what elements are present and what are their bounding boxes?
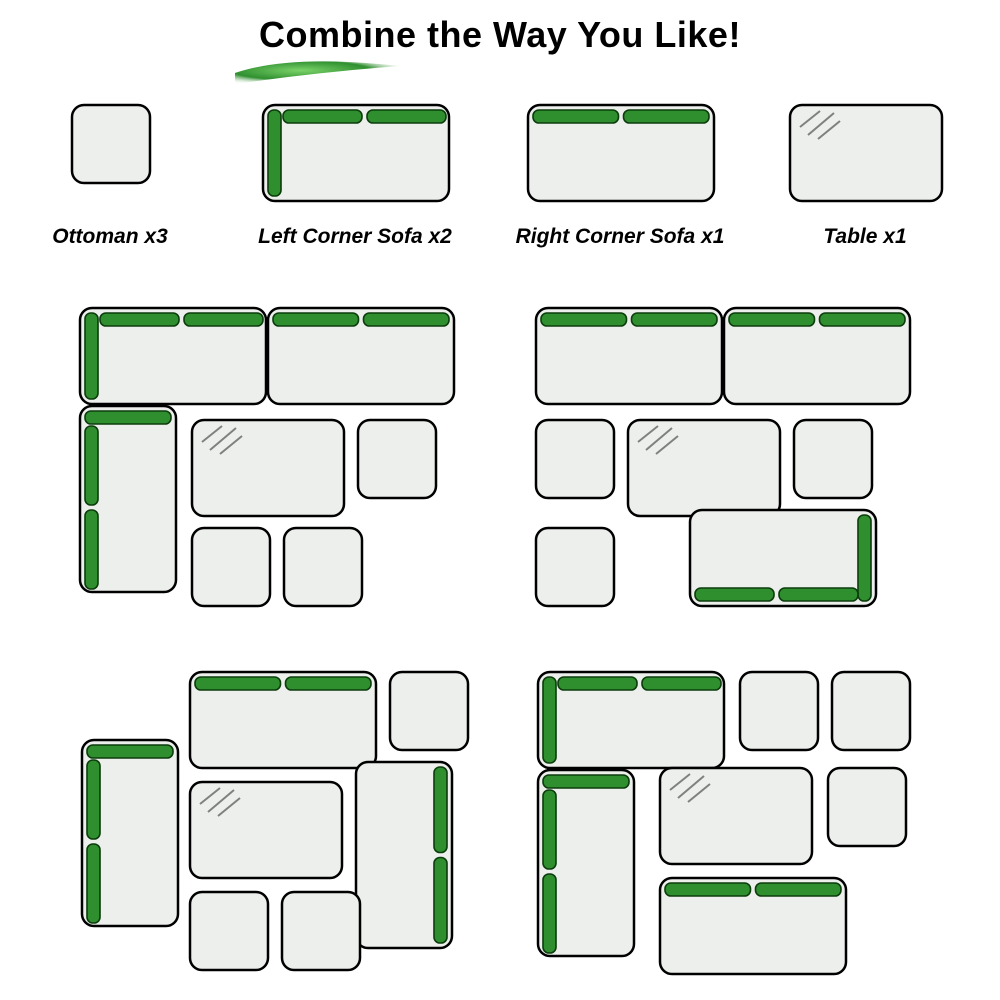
piece-label: Ottoman x3 bbox=[0, 225, 230, 249]
piece-label: Left Corner Sofa x2 bbox=[235, 225, 475, 249]
table bbox=[192, 420, 344, 516]
piece-label: Right Corner Sofa x1 bbox=[500, 225, 740, 249]
table bbox=[628, 420, 780, 516]
ottoman bbox=[72, 105, 150, 183]
left-sofa bbox=[263, 105, 449, 201]
ottoman bbox=[536, 528, 614, 606]
right-sofa bbox=[536, 308, 722, 404]
right-sofa bbox=[268, 308, 454, 404]
table bbox=[660, 768, 812, 864]
table bbox=[790, 105, 942, 201]
left-sofa-vertical bbox=[80, 406, 176, 592]
ottoman bbox=[192, 528, 270, 606]
ottoman bbox=[358, 420, 436, 498]
right-sofa-vertical bbox=[356, 762, 452, 948]
ottoman bbox=[740, 672, 818, 750]
left-sofa-inverted bbox=[690, 510, 876, 606]
ottoman bbox=[190, 892, 268, 970]
ottoman bbox=[828, 768, 906, 846]
ottoman bbox=[794, 420, 872, 498]
left-sofa-vertical bbox=[538, 770, 634, 956]
right-sofa bbox=[190, 672, 376, 768]
ottoman bbox=[390, 672, 468, 750]
left-sofa-vertical bbox=[82, 740, 178, 926]
left-sofa bbox=[80, 308, 266, 404]
table bbox=[190, 782, 342, 878]
ottoman bbox=[282, 892, 360, 970]
left-sofa bbox=[538, 672, 724, 768]
ottoman bbox=[284, 528, 362, 606]
right-sofa bbox=[724, 308, 910, 404]
ottoman bbox=[536, 420, 614, 498]
piece-label: Table x1 bbox=[745, 225, 985, 249]
ottoman bbox=[832, 672, 910, 750]
right-sofa bbox=[660, 878, 846, 974]
diagram-canvas bbox=[0, 0, 1000, 1000]
right-sofa bbox=[528, 105, 714, 201]
